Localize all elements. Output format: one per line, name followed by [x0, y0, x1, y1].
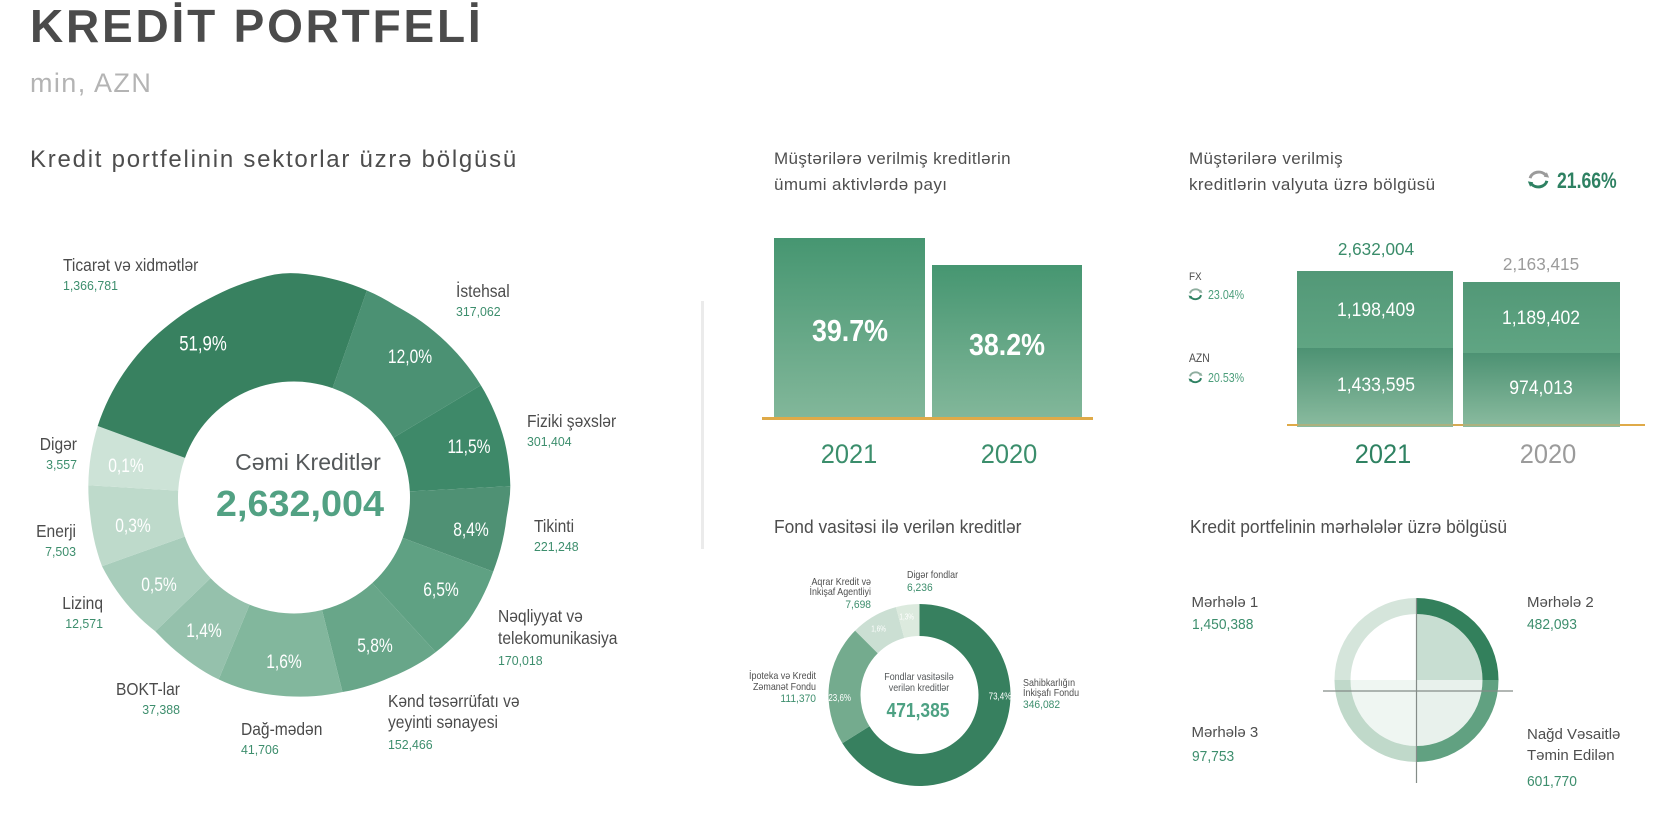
svg-text:1,6%: 1,6%	[266, 650, 302, 672]
svg-text:0,5%: 0,5%	[141, 573, 177, 595]
svg-text:23,6%: 23,6%	[828, 692, 851, 703]
svg-text:11,5%: 11,5%	[447, 435, 490, 457]
svg-text:73,4%: 73,4%	[989, 691, 1012, 702]
svg-text:12,0%: 12,0%	[388, 345, 432, 367]
svg-text:1,6%: 1,6%	[871, 624, 886, 634]
svg-text:5,8%: 5,8%	[357, 634, 393, 656]
svg-text:1,4%: 1,4%	[186, 619, 222, 641]
svg-text:8,4%: 8,4%	[453, 518, 489, 540]
svg-text:0,3%: 0,3%	[115, 514, 151, 536]
svg-text:51,9%: 51,9%	[179, 333, 227, 356]
svg-text:1,3%: 1,3%	[899, 612, 914, 622]
svg-text:0,1%: 0,1%	[108, 454, 144, 476]
svg-text:6,5%: 6,5%	[423, 578, 459, 600]
